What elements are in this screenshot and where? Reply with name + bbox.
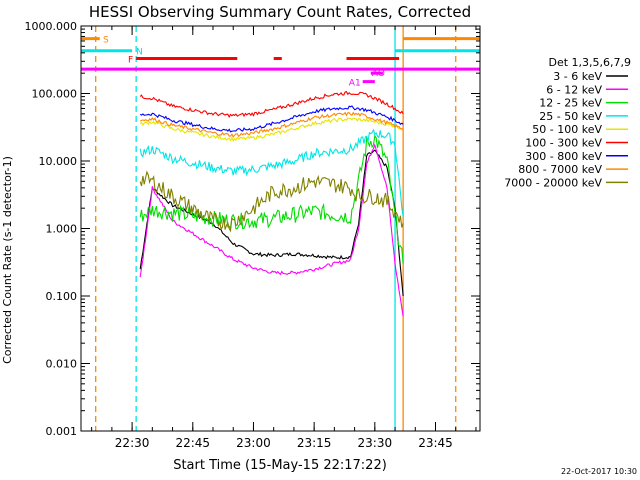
flag-label: AO — [372, 69, 385, 79]
y-axis-label: Corrected Count Rate (s-1 detector-1) — [1, 156, 14, 364]
chart-title: HESSI Observing Summary Count Rates, Cor… — [89, 3, 471, 21]
legend-label: 100 - 300 keV — [525, 137, 602, 150]
y-tick-label: 1.000 — [46, 223, 78, 236]
series-line-6 — [139, 105, 404, 133]
legend-label: 25 - 50 keV — [539, 110, 602, 123]
y-tick-label: 0.001 — [46, 425, 78, 438]
x-tick-label: 23:00 — [236, 436, 271, 450]
series-line-2 — [139, 134, 404, 264]
x-tick-label: 22:30 — [115, 436, 150, 450]
x-tick-label: 23:45 — [418, 436, 453, 450]
flag-label: S — [103, 36, 109, 46]
flag-label: A1 — [349, 79, 361, 89]
x-tick-label: 22:45 — [175, 436, 210, 450]
y-tick-label: 10.000 — [39, 155, 78, 168]
flag-label: F — [128, 56, 133, 66]
series-line-7 — [139, 111, 404, 138]
y-tick-label: 100.000 — [32, 88, 78, 101]
x-axis-label: Start Time (15-May-15 22:17:22) — [173, 458, 387, 473]
flag-label: N — [136, 48, 143, 58]
x-tick-label: 23:30 — [358, 436, 393, 450]
series-line-0 — [139, 149, 404, 297]
legend-label: 50 - 100 keV — [532, 123, 602, 136]
series-line-4 — [139, 117, 404, 142]
legend-title: Det 1,3,5,6,7,9 — [548, 56, 631, 69]
y-tick-label: 0.010 — [46, 358, 78, 371]
legend-label: 800 - 7000 keV — [518, 163, 602, 176]
series-line-1 — [139, 143, 404, 317]
plot-frame — [80, 25, 481, 432]
series-line-5 — [139, 90, 404, 119]
legend-label: 6 - 12 keV — [546, 83, 602, 96]
series-line-3 — [139, 128, 404, 217]
legend-label: 7000 - 20000 keV — [504, 176, 602, 189]
date-stamp: 22-Oct-2017 10:30 — [561, 467, 637, 476]
legend-label: 12 - 25 keV — [539, 97, 602, 110]
y-tick-label: 1000.000 — [25, 20, 78, 33]
legend-label: 300 - 800 keV — [525, 150, 602, 163]
legend-label: 3 - 6 keV — [553, 70, 602, 83]
series-line-8 — [139, 170, 404, 233]
y-tick-label: 0.100 — [46, 290, 78, 303]
x-tick-label: 23:15 — [297, 436, 332, 450]
